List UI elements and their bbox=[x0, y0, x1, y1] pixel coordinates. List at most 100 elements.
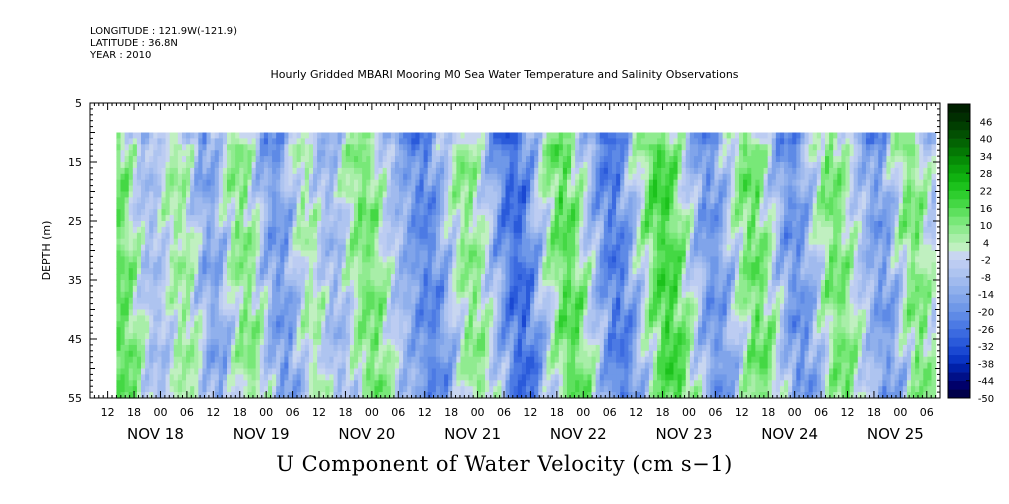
heatmap-cell bbox=[440, 226, 445, 234]
heatmap-cell bbox=[313, 380, 318, 387]
heatmap-cell bbox=[280, 221, 285, 228]
heatmap-cell bbox=[501, 368, 507, 375]
heatmap-cell bbox=[198, 132, 204, 139]
heatmap-cell bbox=[472, 138, 478, 145]
heatmap-cell bbox=[267, 262, 273, 269]
heatmap-cell bbox=[505, 321, 511, 328]
heatmap-cell bbox=[407, 362, 412, 370]
heatmap-cell bbox=[431, 333, 437, 340]
heatmap-cell bbox=[440, 321, 445, 328]
heatmap-cell bbox=[272, 144, 277, 151]
heatmap-cell bbox=[452, 138, 457, 145]
heatmap-cell bbox=[177, 321, 183, 328]
heatmap-cell bbox=[145, 138, 150, 145]
heatmap-cell bbox=[419, 250, 425, 257]
heatmap-cell bbox=[272, 333, 277, 340]
heatmap-cell bbox=[440, 138, 445, 145]
heatmap-cell bbox=[562, 356, 568, 364]
heatmap-cell bbox=[280, 380, 285, 387]
heatmap-cell bbox=[509, 380, 515, 387]
heatmap-cell bbox=[181, 291, 187, 299]
heatmap-cell bbox=[280, 315, 285, 322]
heatmap-cell bbox=[435, 339, 441, 346]
heatmap-cell bbox=[460, 203, 466, 210]
heatmap-cell bbox=[456, 185, 462, 193]
heatmap-cell bbox=[194, 280, 199, 287]
heatmap-cell bbox=[530, 291, 535, 299]
heatmap-cell bbox=[501, 339, 507, 346]
heatmap-cell bbox=[345, 256, 351, 263]
heatmap-cell bbox=[292, 380, 298, 387]
heatmap-cell bbox=[337, 232, 343, 240]
heatmap-cell bbox=[181, 327, 187, 334]
heatmap-cell bbox=[546, 274, 552, 281]
heatmap-cell bbox=[517, 297, 523, 305]
heatmap-cell bbox=[353, 297, 359, 305]
heatmap-cell bbox=[313, 303, 318, 311]
heatmap-cell bbox=[235, 285, 240, 293]
heatmap-cell bbox=[288, 226, 294, 234]
heatmap-cell bbox=[202, 232, 208, 240]
heatmap-cell bbox=[120, 250, 126, 257]
heatmap-cell bbox=[202, 368, 208, 375]
heatmap-cell bbox=[464, 392, 470, 399]
heatmap-cell bbox=[394, 303, 400, 311]
heatmap-cell bbox=[227, 138, 232, 145]
heatmap-cell bbox=[554, 173, 560, 181]
heatmap-cell bbox=[415, 167, 421, 175]
heatmap-cell bbox=[116, 374, 122, 381]
heatmap-cell bbox=[444, 297, 449, 305]
heatmap-cell bbox=[247, 303, 253, 311]
heatmap-cell bbox=[190, 291, 195, 299]
heatmap-cell bbox=[186, 280, 191, 287]
heatmap-cell bbox=[169, 333, 175, 340]
heatmap-cell bbox=[214, 250, 220, 257]
heatmap-cell bbox=[251, 150, 257, 157]
heatmap-cell bbox=[493, 250, 498, 257]
heatmap-cell bbox=[554, 309, 560, 316]
heatmap-cell bbox=[239, 362, 244, 370]
heatmap-cell bbox=[210, 344, 216, 352]
heatmap-cell bbox=[382, 356, 388, 364]
heatmap-cell bbox=[358, 132, 363, 139]
heatmap-cell bbox=[390, 374, 396, 381]
heatmap-cell bbox=[177, 138, 183, 145]
heatmap-cell bbox=[472, 209, 478, 216]
heatmap-cell bbox=[353, 274, 359, 281]
heatmap-cell bbox=[349, 280, 355, 287]
heatmap-cell bbox=[243, 380, 249, 387]
heatmap-cell bbox=[222, 321, 228, 328]
heatmap-cell bbox=[493, 285, 498, 293]
heatmap-cell bbox=[386, 350, 392, 358]
heatmap-cell bbox=[562, 321, 568, 328]
heatmap-cell bbox=[534, 173, 539, 181]
heatmap-cell bbox=[513, 350, 519, 358]
heatmap-cell bbox=[255, 339, 261, 346]
heatmap-cell bbox=[218, 244, 224, 252]
heatmap-cell bbox=[550, 173, 556, 181]
heatmap-cell bbox=[259, 362, 265, 370]
heatmap-cell bbox=[386, 321, 392, 328]
heatmap-cell bbox=[427, 221, 433, 228]
heatmap-cell bbox=[325, 368, 331, 375]
heatmap-cell bbox=[415, 374, 421, 381]
heatmap-cell bbox=[149, 291, 154, 299]
heatmap-cell bbox=[485, 150, 490, 157]
heatmap-cell bbox=[452, 226, 457, 234]
heatmap-cell bbox=[247, 268, 253, 275]
heatmap-cell bbox=[288, 374, 294, 381]
heatmap-cell bbox=[317, 132, 322, 139]
heatmap-cell bbox=[362, 386, 367, 393]
heatmap-cell bbox=[485, 303, 490, 311]
heatmap-cell bbox=[304, 162, 310, 169]
heatmap-cell bbox=[186, 291, 191, 299]
heatmap-cell bbox=[550, 215, 556, 222]
heatmap-cell bbox=[247, 238, 253, 246]
heatmap-cell bbox=[566, 185, 572, 193]
heatmap-cell bbox=[521, 156, 527, 163]
heatmap-cell bbox=[235, 333, 240, 340]
heatmap-cell bbox=[353, 191, 359, 198]
heatmap-cell bbox=[542, 232, 548, 240]
heatmap-cell bbox=[272, 280, 277, 287]
heatmap-cell bbox=[239, 297, 244, 305]
